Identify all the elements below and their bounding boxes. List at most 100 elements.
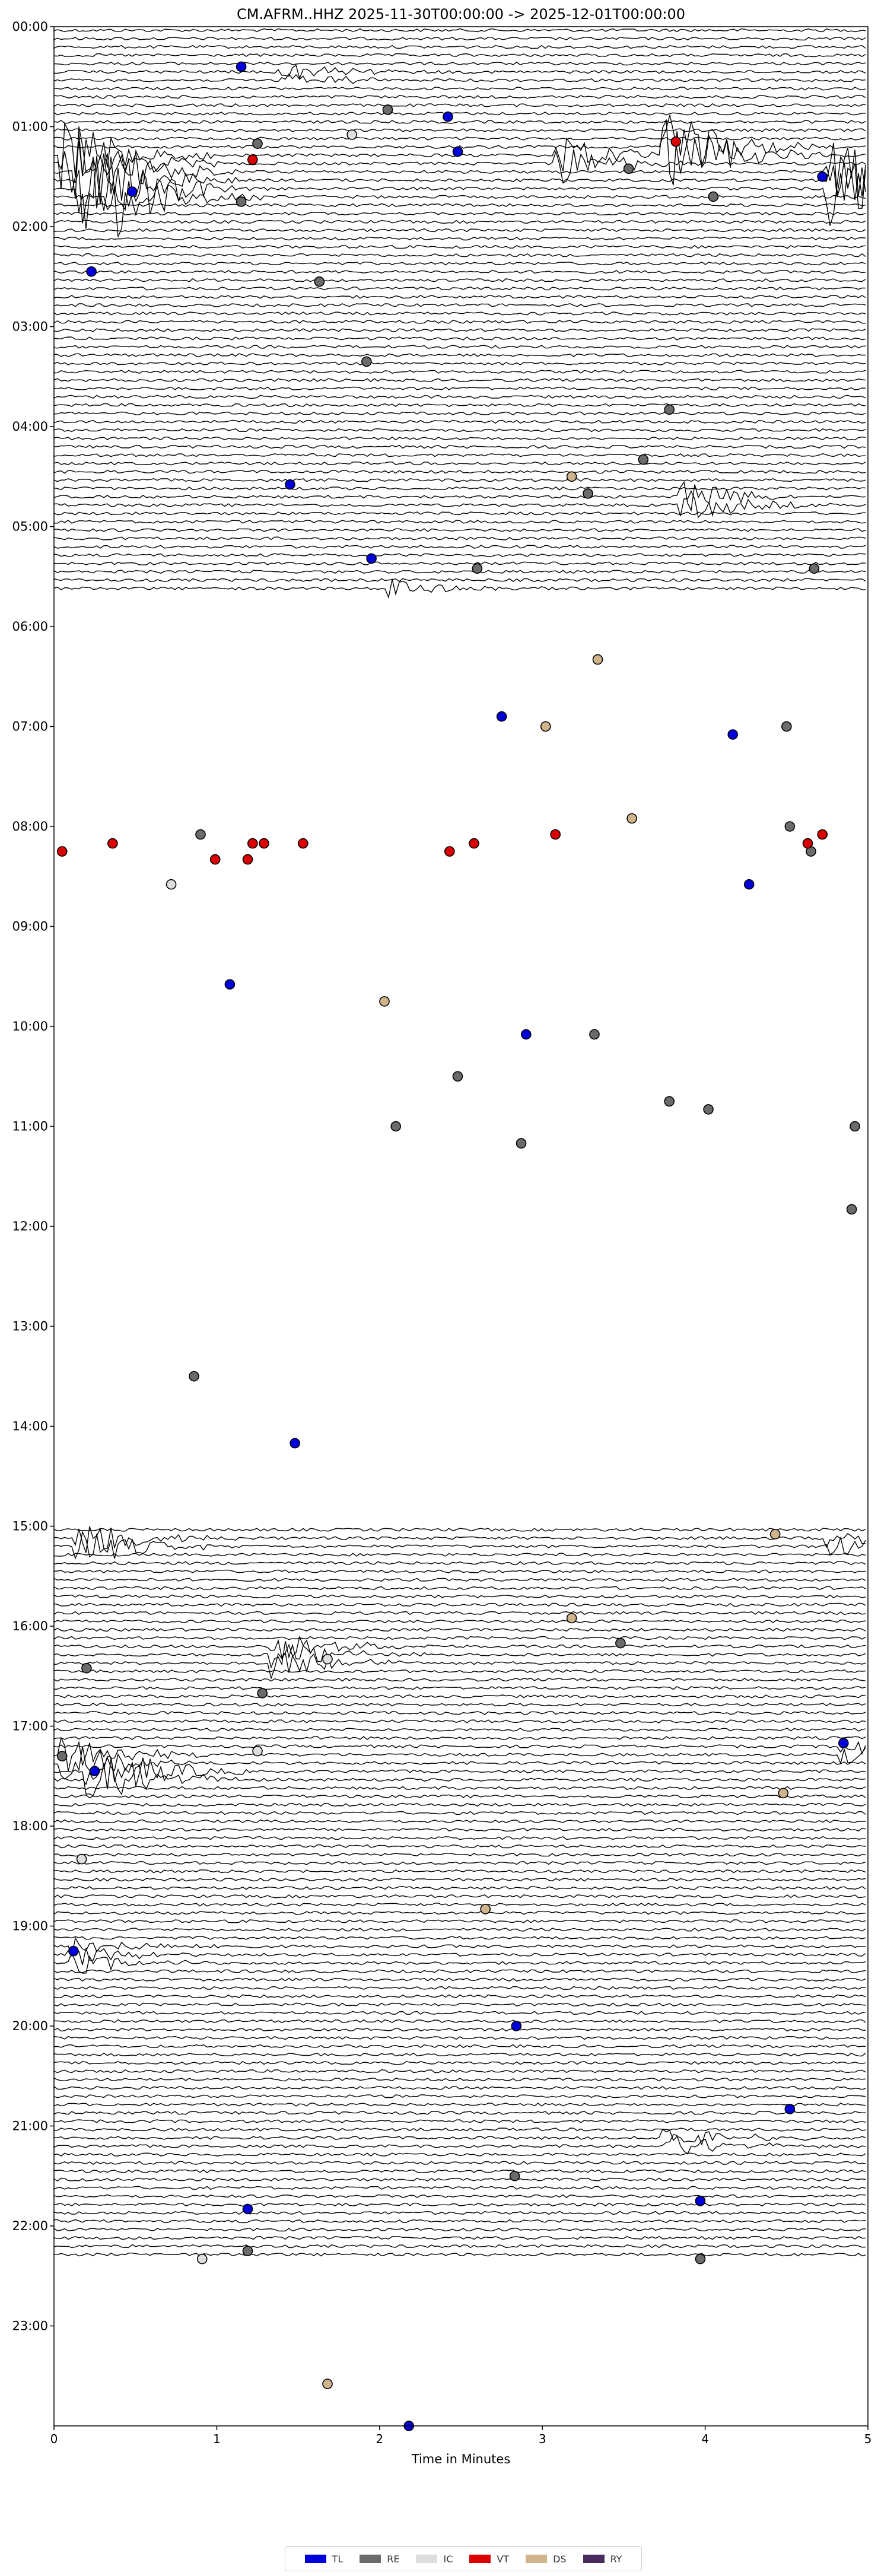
event-marker-vt bbox=[469, 838, 479, 849]
trace-line bbox=[53, 1969, 866, 1973]
event-marker-re bbox=[189, 1371, 199, 1382]
y-tick-label: 02:00 bbox=[12, 220, 48, 234]
trace-line bbox=[53, 1526, 866, 1553]
trace-line bbox=[53, 2060, 866, 2065]
event-marker-tl bbox=[89, 1766, 100, 1777]
event-marker-tl bbox=[817, 171, 828, 182]
event-marker-re bbox=[695, 2253, 706, 2265]
trace-line bbox=[53, 1652, 866, 1680]
trace-line bbox=[53, 1894, 866, 1898]
event-marker-ds bbox=[379, 996, 390, 1007]
event-marker-re bbox=[850, 1121, 860, 1132]
trace-line bbox=[53, 436, 866, 441]
trace-line bbox=[53, 1903, 866, 1907]
legend-label: RY bbox=[610, 2553, 622, 2565]
trace-line bbox=[53, 1919, 866, 1923]
y-tick-label: 06:00 bbox=[12, 619, 48, 634]
y-tick-label: 13:00 bbox=[12, 1319, 48, 1334]
x-axis-label: Time in Minutes bbox=[411, 2452, 511, 2466]
event-marker-ds bbox=[626, 813, 637, 824]
trace-line bbox=[53, 1869, 866, 1874]
event-marker-re bbox=[784, 821, 796, 832]
trace-line bbox=[53, 303, 866, 307]
trace-line bbox=[53, 244, 866, 249]
event-marker-vt bbox=[802, 838, 813, 849]
trace-line bbox=[53, 1611, 866, 1615]
trace-line bbox=[53, 1756, 866, 1796]
event-marker-ic bbox=[196, 2253, 208, 2265]
event-marker-re bbox=[382, 104, 393, 115]
trace-line bbox=[53, 1719, 866, 1723]
trace-line bbox=[53, 115, 866, 174]
trace-line bbox=[53, 128, 866, 133]
event-marker-re bbox=[615, 1637, 626, 1649]
legend-item-tl: TL bbox=[304, 2553, 343, 2565]
trace-line bbox=[53, 136, 866, 141]
trace-line bbox=[53, 203, 866, 208]
event-markers bbox=[56, 61, 860, 2431]
trace-line bbox=[53, 181, 866, 217]
trace-line bbox=[53, 370, 866, 374]
trace-line bbox=[53, 1757, 866, 1796]
event-marker-re bbox=[703, 1104, 714, 1115]
legend-swatch bbox=[360, 2555, 381, 2563]
legend-label: RE bbox=[387, 2553, 400, 2565]
event-marker-ic bbox=[346, 129, 358, 140]
event-marker-vt bbox=[107, 838, 118, 849]
event-marker-vt bbox=[297, 838, 308, 849]
trace-line bbox=[53, 2019, 866, 2024]
y-tick-label: 19:00 bbox=[12, 1919, 48, 1933]
legend-swatch bbox=[304, 2555, 326, 2563]
event-marker-ds bbox=[322, 2378, 333, 2389]
event-marker-tl bbox=[242, 2203, 253, 2215]
event-marker-ds bbox=[769, 1529, 781, 1540]
trace-line bbox=[53, 261, 866, 266]
legend-item-ds: DS bbox=[526, 2553, 567, 2565]
x-tick-label: 4 bbox=[701, 2432, 709, 2446]
trace-line bbox=[53, 2052, 866, 2057]
legend-swatch bbox=[583, 2555, 605, 2563]
trace-line bbox=[53, 2002, 866, 2007]
trace-line bbox=[53, 1977, 866, 1982]
trace-line bbox=[53, 1948, 866, 1966]
event-marker-tl bbox=[695, 2196, 706, 2206]
trace-line bbox=[53, 2186, 866, 2190]
trace-line bbox=[53, 1594, 866, 1599]
trace-line bbox=[53, 112, 866, 116]
trace-line bbox=[53, 1827, 866, 1832]
y-tick-label: 09:00 bbox=[12, 920, 48, 934]
event-marker-re bbox=[623, 163, 634, 174]
trace-line bbox=[53, 378, 866, 383]
event-marker-re bbox=[361, 356, 372, 367]
trace-line bbox=[53, 2252, 866, 2257]
trace-line bbox=[53, 553, 866, 557]
trace-line bbox=[53, 1694, 866, 1699]
trace-line bbox=[53, 469, 866, 474]
event-marker-vt bbox=[817, 829, 828, 840]
trace-line bbox=[53, 2127, 866, 2132]
legend-label: VT bbox=[497, 2553, 510, 2565]
event-marker-vt bbox=[670, 136, 681, 147]
legend-swatch bbox=[526, 2555, 548, 2563]
chart-title: CM.AFRM..HHZ 2025-11-30T00:00:00 -> 2025… bbox=[237, 6, 685, 23]
trace-line bbox=[53, 1635, 866, 1658]
event-marker-vt bbox=[209, 854, 221, 865]
trace-line bbox=[53, 1852, 866, 1857]
event-marker-re bbox=[242, 2246, 253, 2256]
trace-line bbox=[53, 103, 866, 108]
trace-line bbox=[53, 287, 866, 291]
trace-line bbox=[53, 545, 866, 549]
trace-line bbox=[53, 2202, 866, 2207]
trace-line bbox=[53, 1736, 866, 1772]
trace-line bbox=[53, 270, 866, 274]
trace-line bbox=[53, 1569, 866, 1573]
event-marker-vt bbox=[259, 838, 269, 849]
trace-line bbox=[53, 1936, 866, 1940]
trace-line bbox=[53, 419, 866, 424]
trace-line bbox=[53, 444, 866, 449]
event-marker-tl bbox=[290, 1438, 300, 1449]
trace-layer bbox=[53, 28, 866, 2257]
y-tick-label: 03:00 bbox=[12, 320, 48, 334]
trace-line bbox=[53, 403, 866, 408]
y-tick-label: 15:00 bbox=[12, 1519, 48, 1534]
